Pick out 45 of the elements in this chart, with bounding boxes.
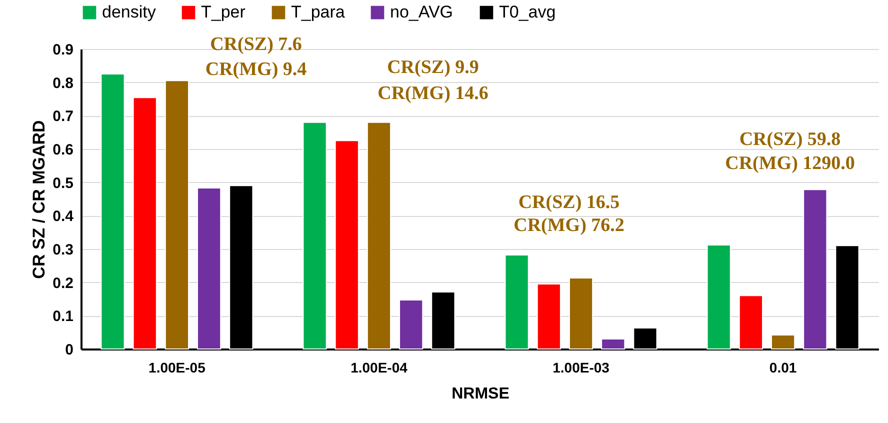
y-tick-label: 0.8 <box>52 74 74 92</box>
annotation: CR(MG) 14.6 <box>378 83 488 104</box>
annotation: CR(SZ) 16.5 <box>518 192 620 213</box>
y-tick-label: 0.2 <box>52 274 74 292</box>
x-tick-label: 1.00E-04 <box>350 360 408 376</box>
bar <box>738 295 763 350</box>
bar <box>770 334 796 350</box>
y-tick-label: 0.1 <box>52 308 74 326</box>
bar <box>706 244 731 350</box>
y-tick-label: 0.7 <box>52 108 74 126</box>
bar <box>568 278 594 350</box>
legend-label: density <box>102 2 156 22</box>
bar <box>803 189 828 350</box>
annotation: CR(MG) 76.2 <box>514 215 624 236</box>
y-tick-label: 0.3 <box>52 242 74 258</box>
y-tick-label: 0.6 <box>52 142 74 158</box>
bar <box>334 140 359 350</box>
y-tick-label: 0.9 <box>52 42 74 58</box>
annotation: CR(SZ) 59.8 <box>739 129 841 150</box>
bar <box>197 188 222 350</box>
annotation: CR(SZ) 7.6 <box>210 34 302 55</box>
x-axis-title: NRMSE <box>452 386 510 402</box>
bar <box>504 254 529 350</box>
legend-label: T_para <box>291 2 346 22</box>
bar <box>366 122 392 350</box>
bar <box>132 97 157 350</box>
bar <box>302 122 327 350</box>
x-tick-label: 1.00E-03 <box>552 360 610 376</box>
y-tick-label: 0.5 <box>52 174 74 192</box>
x-tick-label: 1.00E-05 <box>148 360 206 376</box>
legend-label: no_AVG <box>390 2 454 22</box>
annotation: CR(MG) 1290.0 <box>725 153 855 174</box>
y-tick-label: 0.4 <box>52 208 74 226</box>
bar <box>100 74 125 350</box>
y-axis-title: CR SZ / CR MGARD <box>30 120 49 279</box>
bar <box>536 284 561 350</box>
legend-label: T_per <box>201 2 246 22</box>
legend-label: T0_avg <box>499 2 556 22</box>
bar <box>164 80 190 350</box>
annotation: CR(MG) 9.4 <box>205 59 308 80</box>
bar <box>399 300 424 350</box>
x-tick-label: 0.01 <box>769 360 797 376</box>
bar <box>601 338 626 350</box>
annotation: CR(SZ) 9.9 <box>387 57 479 78</box>
y-tick-label: 0 <box>65 342 74 358</box>
